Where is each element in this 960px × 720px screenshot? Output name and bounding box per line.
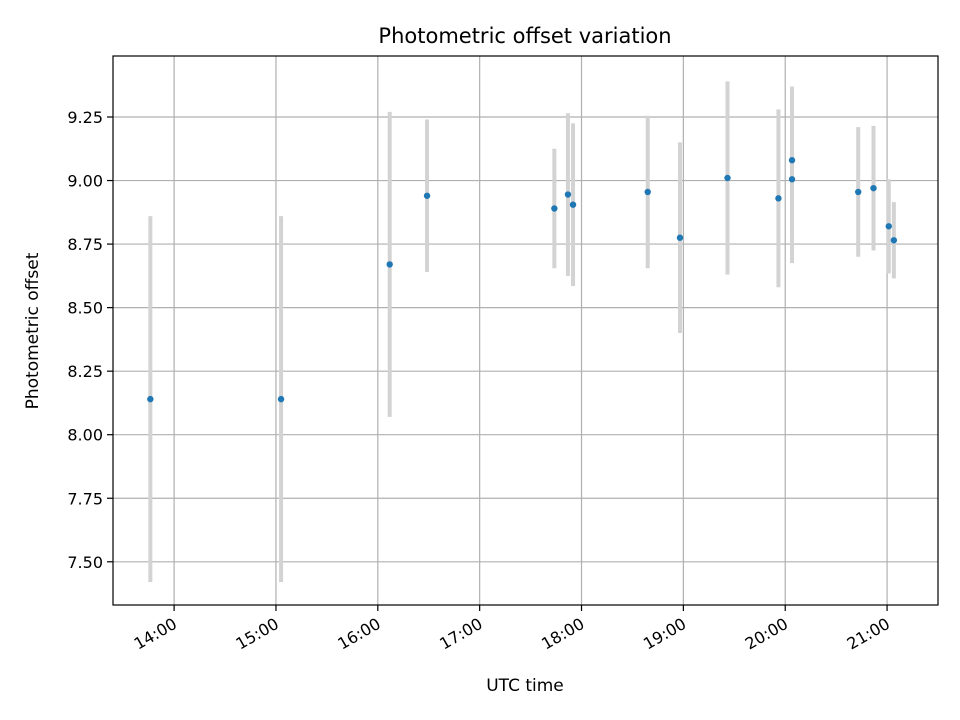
data-point — [564, 191, 572, 198]
data-point — [569, 201, 577, 208]
y-tick-label: 8.25 — [67, 362, 103, 381]
x-axis-title: UTC time — [486, 676, 564, 696]
data-point — [423, 192, 431, 199]
y-tick-label: 8.00 — [67, 426, 103, 445]
y-axis-title: Photometric offset — [23, 252, 43, 409]
y-tick-label: 9.00 — [67, 172, 103, 191]
data-point — [788, 157, 796, 164]
data-point — [386, 261, 393, 268]
data-point — [788, 176, 796, 183]
data-point — [147, 395, 154, 403]
plot-frame — [112, 55, 939, 606]
data-point — [885, 223, 892, 230]
data-point — [551, 205, 558, 212]
y-tick-label: 8.50 — [67, 299, 103, 318]
y-tick-label: 7.75 — [67, 489, 103, 508]
y-axis: 7.50 7.75 8.00 8.25 8.50 8.75 9.00 9.25 — [67, 108, 113, 572]
chart-title: Photometric offset variation — [378, 24, 671, 48]
data-point — [644, 188, 651, 196]
y-tick-label: 9.25 — [67, 108, 103, 127]
grid — [113, 56, 938, 605]
data-point — [775, 195, 782, 202]
y-tick-label: 8.75 — [67, 235, 103, 254]
data-point — [724, 174, 731, 182]
data-points — [147, 157, 898, 403]
data-point — [870, 184, 877, 192]
y-tick-label: 7.50 — [67, 553, 103, 572]
data-point — [277, 395, 285, 403]
data-point — [855, 188, 862, 196]
data-point — [676, 234, 684, 241]
data-point — [890, 237, 898, 244]
